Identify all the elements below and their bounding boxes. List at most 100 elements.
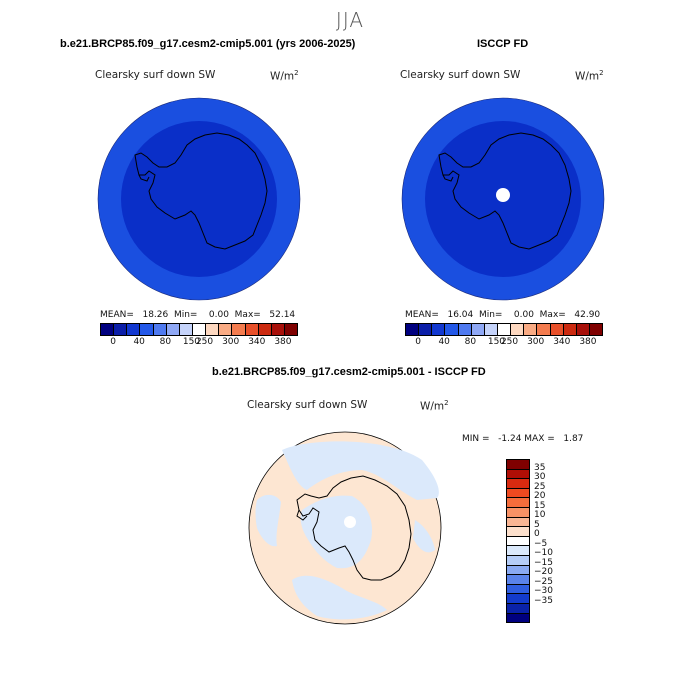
diff-colorbar-label: −25 bbox=[534, 576, 553, 587]
diff-colorbar-label: 5 bbox=[534, 519, 540, 530]
left-polar-map bbox=[97, 97, 301, 301]
colorbar-swatch bbox=[101, 324, 115, 335]
diff-colorbar-swatch bbox=[507, 546, 529, 556]
colorbar-swatch bbox=[432, 324, 446, 335]
colorbar-swatch bbox=[550, 324, 564, 335]
colorbar-swatch bbox=[114, 324, 128, 335]
colorbar-tick-label: 150 bbox=[487, 337, 506, 347]
colorbar-tick-label: 80 bbox=[464, 337, 477, 347]
diff-colorbar-swatch bbox=[507, 527, 529, 537]
left-inner-disk bbox=[121, 121, 277, 277]
colorbar-swatch bbox=[406, 324, 420, 335]
diff-colorbar-label: 0 bbox=[534, 529, 540, 540]
colorbar-tick-label: 340 bbox=[553, 337, 571, 347]
colorbar-swatch bbox=[166, 324, 180, 335]
colorbar-swatch bbox=[484, 324, 498, 335]
diff-colorbar-label: 25 bbox=[534, 481, 546, 492]
diff-colorbar-label: −20 bbox=[534, 567, 553, 578]
right-peninsula-coastline bbox=[442, 174, 454, 182]
diff-colorbar-swatch bbox=[507, 479, 529, 489]
diff-pole-hole bbox=[344, 516, 356, 528]
colorbar-swatch bbox=[471, 324, 485, 335]
diff-negative-region-north bbox=[282, 441, 439, 500]
diff-units-label: W/m2 bbox=[420, 399, 449, 413]
diff-colorbar-swatch bbox=[507, 613, 529, 623]
colorbar-tick-label: 380 bbox=[274, 337, 292, 347]
right-colorbar-ticks: 0 40 80 150 250 300 340 380 bbox=[405, 337, 601, 349]
colorbar-tick-label: 250 bbox=[500, 337, 519, 347]
diff-colorbar-swatch bbox=[507, 517, 529, 528]
diff-panel-title: b.e21.BRCP85.f09_g17.cesm2-cmip5.001 - I… bbox=[212, 366, 486, 378]
diff-colorbar-swatch bbox=[507, 603, 529, 614]
colorbar-swatch bbox=[232, 324, 246, 335]
diff-colorbar-label: 20 bbox=[534, 491, 546, 502]
diff-colorbar-label: −5 bbox=[534, 538, 548, 549]
diff-colorbar-label: −30 bbox=[534, 586, 553, 597]
colorbar-tick-label: 300 bbox=[222, 337, 240, 347]
colorbar-swatch bbox=[589, 324, 603, 335]
colorbar-tick-label: 250 bbox=[195, 337, 214, 347]
colorbar-swatch bbox=[258, 324, 272, 335]
colorbar-swatch bbox=[179, 324, 193, 335]
colorbar-tick-label: 300 bbox=[527, 337, 545, 347]
right-antarctica-coastline bbox=[438, 132, 572, 250]
colorbar-swatch bbox=[153, 324, 167, 335]
colorbar-swatch bbox=[419, 324, 433, 335]
season-title: JJA bbox=[335, 8, 365, 32]
left-colorbar-ticks: 0 40 80 150 250 300 340 380 bbox=[100, 337, 296, 349]
diff-peninsula-coastline bbox=[296, 509, 308, 521]
diff-colorbar-swatch bbox=[507, 536, 529, 547]
diff-colorbar-swatch bbox=[507, 469, 529, 480]
diff-colorbar-label: 10 bbox=[534, 510, 546, 521]
diff-colorbar-swatch bbox=[507, 460, 529, 470]
diff-colorbar-label: −10 bbox=[534, 548, 553, 559]
diff-negative-region-east bbox=[413, 520, 435, 553]
colorbar-swatch bbox=[445, 324, 459, 335]
diff-colorbar-label: −15 bbox=[534, 557, 553, 568]
colorbar-tick-label: 0 bbox=[415, 337, 421, 347]
colorbar-swatch bbox=[576, 324, 590, 335]
colorbar-swatch bbox=[524, 324, 538, 335]
diff-colorbar bbox=[506, 459, 530, 623]
colorbar-tick-label: 40 bbox=[438, 337, 450, 347]
colorbar-swatch bbox=[563, 324, 577, 335]
diff-variable-label: Clearsky surf down SW bbox=[247, 399, 368, 411]
diff-colorbar-swatch bbox=[507, 575, 529, 585]
colorbar-swatch bbox=[271, 324, 285, 335]
diff-colorbar-swatch bbox=[507, 488, 529, 499]
left-panel-title: b.e21.BRCP85.f09_g17.cesm2-cmip5.001 (yr… bbox=[60, 38, 356, 50]
diff-colorbar-swatch bbox=[507, 584, 529, 595]
colorbar-swatch bbox=[284, 324, 298, 335]
diff-colorbar-swatch bbox=[507, 565, 529, 576]
colorbar-swatch bbox=[219, 324, 233, 335]
left-antarctica-coastline bbox=[134, 132, 268, 250]
diff-colorbar-swatch bbox=[507, 507, 529, 518]
right-stats: MEAN= 16.04 Min= 0.00 Max= 42.90 bbox=[405, 310, 601, 320]
colorbar-tick-label: 0 bbox=[110, 337, 116, 347]
right-units-label: W/m2 bbox=[575, 69, 604, 83]
diff-colorbar-label: 30 bbox=[534, 472, 546, 483]
left-units-label: W/m2 bbox=[270, 69, 299, 83]
diff-colorbar-label: −35 bbox=[534, 595, 553, 606]
right-colorbar bbox=[405, 323, 603, 336]
diff-colorbar-swatch bbox=[507, 594, 529, 604]
colorbar-swatch bbox=[206, 324, 220, 335]
diff-antarctica-coastline bbox=[296, 475, 412, 581]
diff-colorbar-labels: 35 30 25 20 15 10 5 0 −5 −10 −15 −20 −25 −30 −35 bbox=[534, 459, 574, 621]
colorbar-tick-label: 40 bbox=[133, 337, 145, 347]
colorbar-tick-label: 380 bbox=[579, 337, 597, 347]
colorbar-swatch bbox=[140, 324, 154, 335]
colorbar-swatch bbox=[537, 324, 551, 335]
colorbar-swatch bbox=[245, 324, 259, 335]
left-stats: MEAN= 18.26 Min= 0.00 Max= 52.14 bbox=[100, 310, 296, 320]
right-panel-title: ISCCP FD bbox=[477, 38, 529, 50]
diff-negative-region-south bbox=[292, 575, 387, 620]
diff-colorbar-label: 35 bbox=[534, 462, 546, 473]
diff-stats: MIN = -1.24 MAX = 1.87 bbox=[462, 434, 584, 444]
left-peninsula-coastline bbox=[138, 174, 150, 182]
colorbar-swatch bbox=[497, 324, 512, 335]
diff-polar-map bbox=[248, 431, 442, 625]
colorbar-swatch bbox=[511, 324, 525, 335]
diff-negative-region-west bbox=[255, 494, 281, 547]
colorbar-tick-label: 80 bbox=[159, 337, 172, 347]
